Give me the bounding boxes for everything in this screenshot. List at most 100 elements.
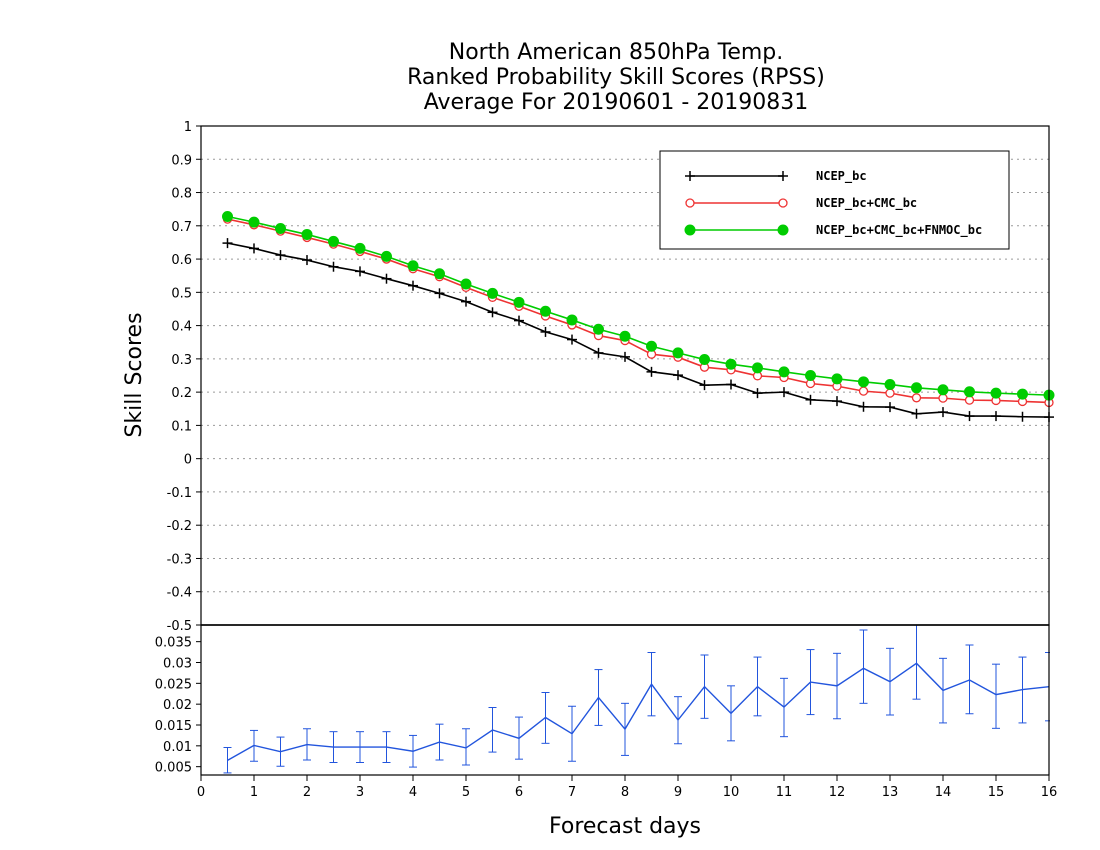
main-y-tick-label: 0.1 bbox=[171, 419, 192, 434]
series-point-0 bbox=[964, 411, 975, 422]
series-point-0 bbox=[381, 273, 392, 284]
series-point-2 bbox=[1017, 388, 1028, 400]
series-point-0 bbox=[673, 370, 683, 381]
chart-title: North American 850hPa Temp. Ranked Proba… bbox=[407, 40, 825, 115]
series-point-0 bbox=[805, 394, 816, 405]
main-y-tick-label: -0.3 bbox=[167, 552, 192, 567]
x-tick-label: 13 bbox=[882, 785, 899, 800]
series-point-2 bbox=[381, 250, 392, 262]
x-tick-label: 14 bbox=[935, 785, 952, 800]
error-bar bbox=[462, 728, 470, 766]
series-point-0 bbox=[514, 315, 524, 326]
sub-series-line bbox=[227, 662, 1050, 762]
series-point-2 bbox=[778, 366, 790, 378]
main-y-tick-label: -0.1 bbox=[167, 486, 192, 501]
series-point-2 bbox=[566, 314, 578, 326]
series-point-0 bbox=[434, 288, 445, 299]
main-y-tick-label: 0.5 bbox=[171, 286, 192, 301]
series-point-0 bbox=[328, 261, 339, 272]
series-point-1 bbox=[885, 388, 895, 398]
sub-y-tick-label: 0.035 bbox=[155, 636, 192, 651]
series-point-0 bbox=[991, 411, 1001, 422]
x-tick-label: 10 bbox=[723, 785, 740, 800]
main-y-tick-label: 0.6 bbox=[171, 253, 192, 268]
series-point-0 bbox=[858, 401, 869, 412]
series-point-2 bbox=[699, 354, 710, 366]
legend: NCEP_bc NCEP_bc+CMC_bc NCEP_bc+CMC_bc+FNMO… bbox=[659, 150, 1010, 250]
x-tick-label: 9 bbox=[674, 785, 682, 800]
x-tick-label: 16 bbox=[1041, 785, 1058, 800]
legend-swatch-marker bbox=[685, 171, 695, 181]
x-tick-label: 1 bbox=[250, 785, 258, 800]
sub-y-tick-label: 0.025 bbox=[155, 677, 192, 692]
legend-swatch-marker bbox=[778, 198, 788, 208]
legend-label: NCEP_bc+CMC_bc+FNMOC_bc bbox=[816, 223, 982, 238]
error-bar bbox=[859, 629, 868, 704]
series-point-2 bbox=[593, 323, 604, 335]
error-bar bbox=[912, 625, 921, 700]
series-point-0 bbox=[620, 351, 630, 362]
error-bar bbox=[992, 663, 1000, 729]
series-point-2 bbox=[513, 296, 525, 308]
series-point-2 bbox=[990, 387, 1002, 399]
x-tick-label: 8 bbox=[621, 785, 629, 800]
series-point-2 bbox=[460, 278, 472, 290]
series-point-2 bbox=[434, 268, 445, 280]
series-point-0 bbox=[779, 387, 789, 398]
y-axis-label: Skill Scores bbox=[122, 312, 147, 437]
series-point-0 bbox=[302, 255, 312, 266]
x-tick-label: 2 bbox=[303, 785, 311, 800]
series-point-1 bbox=[911, 393, 922, 403]
main-y-tick-label: -0.5 bbox=[167, 619, 192, 634]
series-point-0 bbox=[699, 380, 710, 391]
x-tick-label: 5 bbox=[462, 785, 470, 800]
legend-box bbox=[659, 150, 1010, 250]
series-point-0 bbox=[1017, 411, 1028, 422]
series-point-2 bbox=[407, 260, 419, 272]
main-y-tick-label: 0.9 bbox=[171, 153, 192, 168]
series-point-2 bbox=[354, 242, 366, 254]
x-axis: 0 1 2 3 4 5 6 7 8 9 10 11 12 13 14 15 16 bbox=[197, 775, 1057, 800]
series-point-2 bbox=[619, 330, 631, 342]
x-tick-label: 15 bbox=[988, 785, 1005, 800]
series-point-0 bbox=[355, 266, 365, 277]
main-y-axis: -0.5 -0.4 -0.3 -0.2 -0.1 0 0.1 0.2 0.3 0.4 0.5 0.6 0… bbox=[167, 120, 201, 634]
legend-swatch-marker bbox=[778, 171, 788, 181]
sub-y-axis: 0.005 0.01 0.015 0.02 0.025 0.03 0.035 bbox=[155, 636, 201, 776]
series-point-2 bbox=[222, 210, 233, 222]
x-tick-label: 12 bbox=[829, 785, 846, 800]
x-tick-label: 4 bbox=[409, 785, 417, 800]
series-point-2 bbox=[831, 373, 843, 385]
series-point-1 bbox=[858, 386, 869, 396]
x-tick-label: 0 bbox=[197, 785, 205, 800]
series-point-2 bbox=[301, 228, 313, 240]
series-point-2 bbox=[540, 305, 551, 317]
series-point-0 bbox=[832, 396, 842, 407]
series-point-0 bbox=[249, 243, 259, 254]
legend-label: NCEP_bc bbox=[816, 169, 867, 184]
series-point-0 bbox=[885, 402, 895, 413]
legend-swatch-marker bbox=[777, 224, 789, 236]
sub-y-tick-label: 0.01 bbox=[163, 740, 192, 755]
series-point-0 bbox=[593, 347, 604, 358]
series-point-0 bbox=[408, 280, 418, 291]
series-point-0 bbox=[938, 407, 948, 418]
series-point-0 bbox=[540, 326, 551, 337]
series-point-2 bbox=[752, 362, 763, 374]
series-point-0 bbox=[646, 366, 657, 377]
series-point-0 bbox=[461, 296, 471, 307]
x-tick-label: 11 bbox=[776, 785, 793, 800]
series-point-2 bbox=[646, 340, 657, 352]
main-y-tick-label: 1 bbox=[184, 120, 192, 135]
main-y-tick-label: 0.4 bbox=[171, 320, 192, 335]
series-point-0 bbox=[222, 238, 233, 249]
series-point-2 bbox=[937, 384, 949, 396]
sub-y-tick-label: 0.03 bbox=[163, 657, 192, 672]
series-point-2 bbox=[248, 216, 260, 228]
sub-y-tick-label: 0.005 bbox=[155, 761, 192, 776]
series-point-2 bbox=[672, 347, 684, 359]
series-point-0 bbox=[275, 250, 286, 261]
legend-swatch-marker bbox=[684, 224, 696, 236]
title-line-3: Average For 20190601 - 20190831 bbox=[424, 90, 809, 115]
